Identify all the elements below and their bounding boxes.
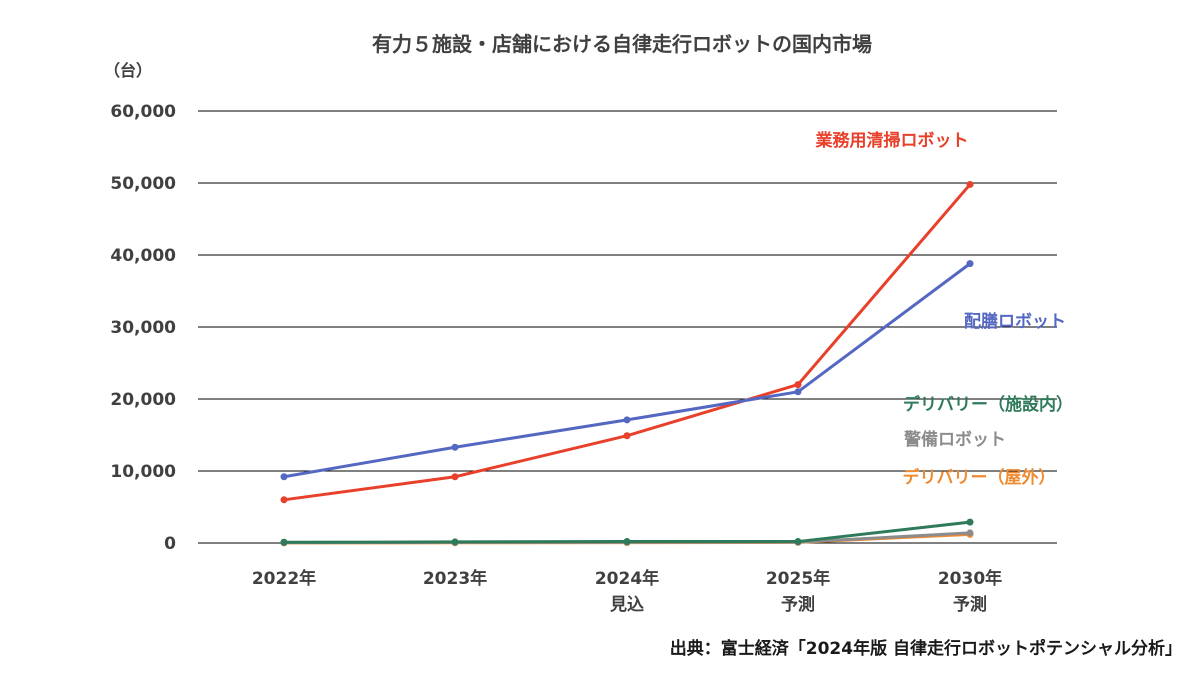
data-point [623, 432, 631, 440]
series-name-label: デリバリー（屋外） [903, 467, 1056, 488]
y-tick-label: 50,000 [110, 174, 176, 194]
y-tick-label: 20,000 [110, 390, 176, 410]
data-point [280, 473, 288, 481]
data-point [966, 180, 974, 188]
data-point [451, 443, 459, 451]
y-axis-unit: （台） [104, 61, 152, 80]
series-name-label: 配膳ロボット [964, 311, 1066, 332]
data-point [794, 538, 802, 546]
data-point [280, 538, 288, 546]
data-point [966, 529, 974, 537]
x-tick-label: 2022年 [252, 568, 316, 589]
y-tick-label: 0 [164, 534, 176, 554]
series-2 [280, 518, 974, 546]
y-axis-ticks: 0 10,000 20,000 30,000 40,000 50,000 60,000 [110, 102, 176, 554]
gridlines [198, 110, 1057, 544]
data-point [966, 518, 974, 526]
source-note: 出典：富士経済「2024年版 自律走行ロボットポテンシャル分析」 [670, 638, 1182, 659]
series-lines [280, 180, 974, 547]
x-tick-sublabel: 予測 [953, 594, 987, 615]
x-tick-label: 2025年 [766, 568, 830, 589]
data-point [280, 496, 288, 504]
y-tick-label: 10,000 [110, 462, 176, 482]
series-name-label: デリバリー（施設内） [903, 394, 1073, 415]
series-name-label: 業務用清掃ロボット [816, 130, 969, 151]
x-tick-label: 2023年 [423, 568, 487, 589]
x-tick-label: 2024年 [595, 568, 659, 589]
data-point [623, 416, 631, 424]
series-line [283, 262, 971, 479]
chart-title: 有力５施設・店舗における自律走行ロボットの国内市場 [372, 32, 872, 56]
data-point [794, 388, 802, 396]
data-point [451, 473, 459, 481]
y-tick-label: 30,000 [110, 318, 176, 338]
data-point [794, 381, 802, 389]
series-name-label: 警備ロボット [903, 429, 1006, 450]
x-tick-sublabel: 見込 [609, 595, 644, 615]
data-point [451, 538, 459, 546]
y-tick-label: 60,000 [110, 102, 176, 122]
series-0 [280, 180, 974, 504]
data-point [966, 260, 974, 268]
series-1 [280, 260, 974, 481]
x-tick-label: 2030年 [938, 568, 1002, 589]
x-tick-sublabel: 予測 [781, 594, 815, 615]
y-tick-label: 40,000 [110, 246, 176, 266]
data-point [623, 538, 631, 546]
